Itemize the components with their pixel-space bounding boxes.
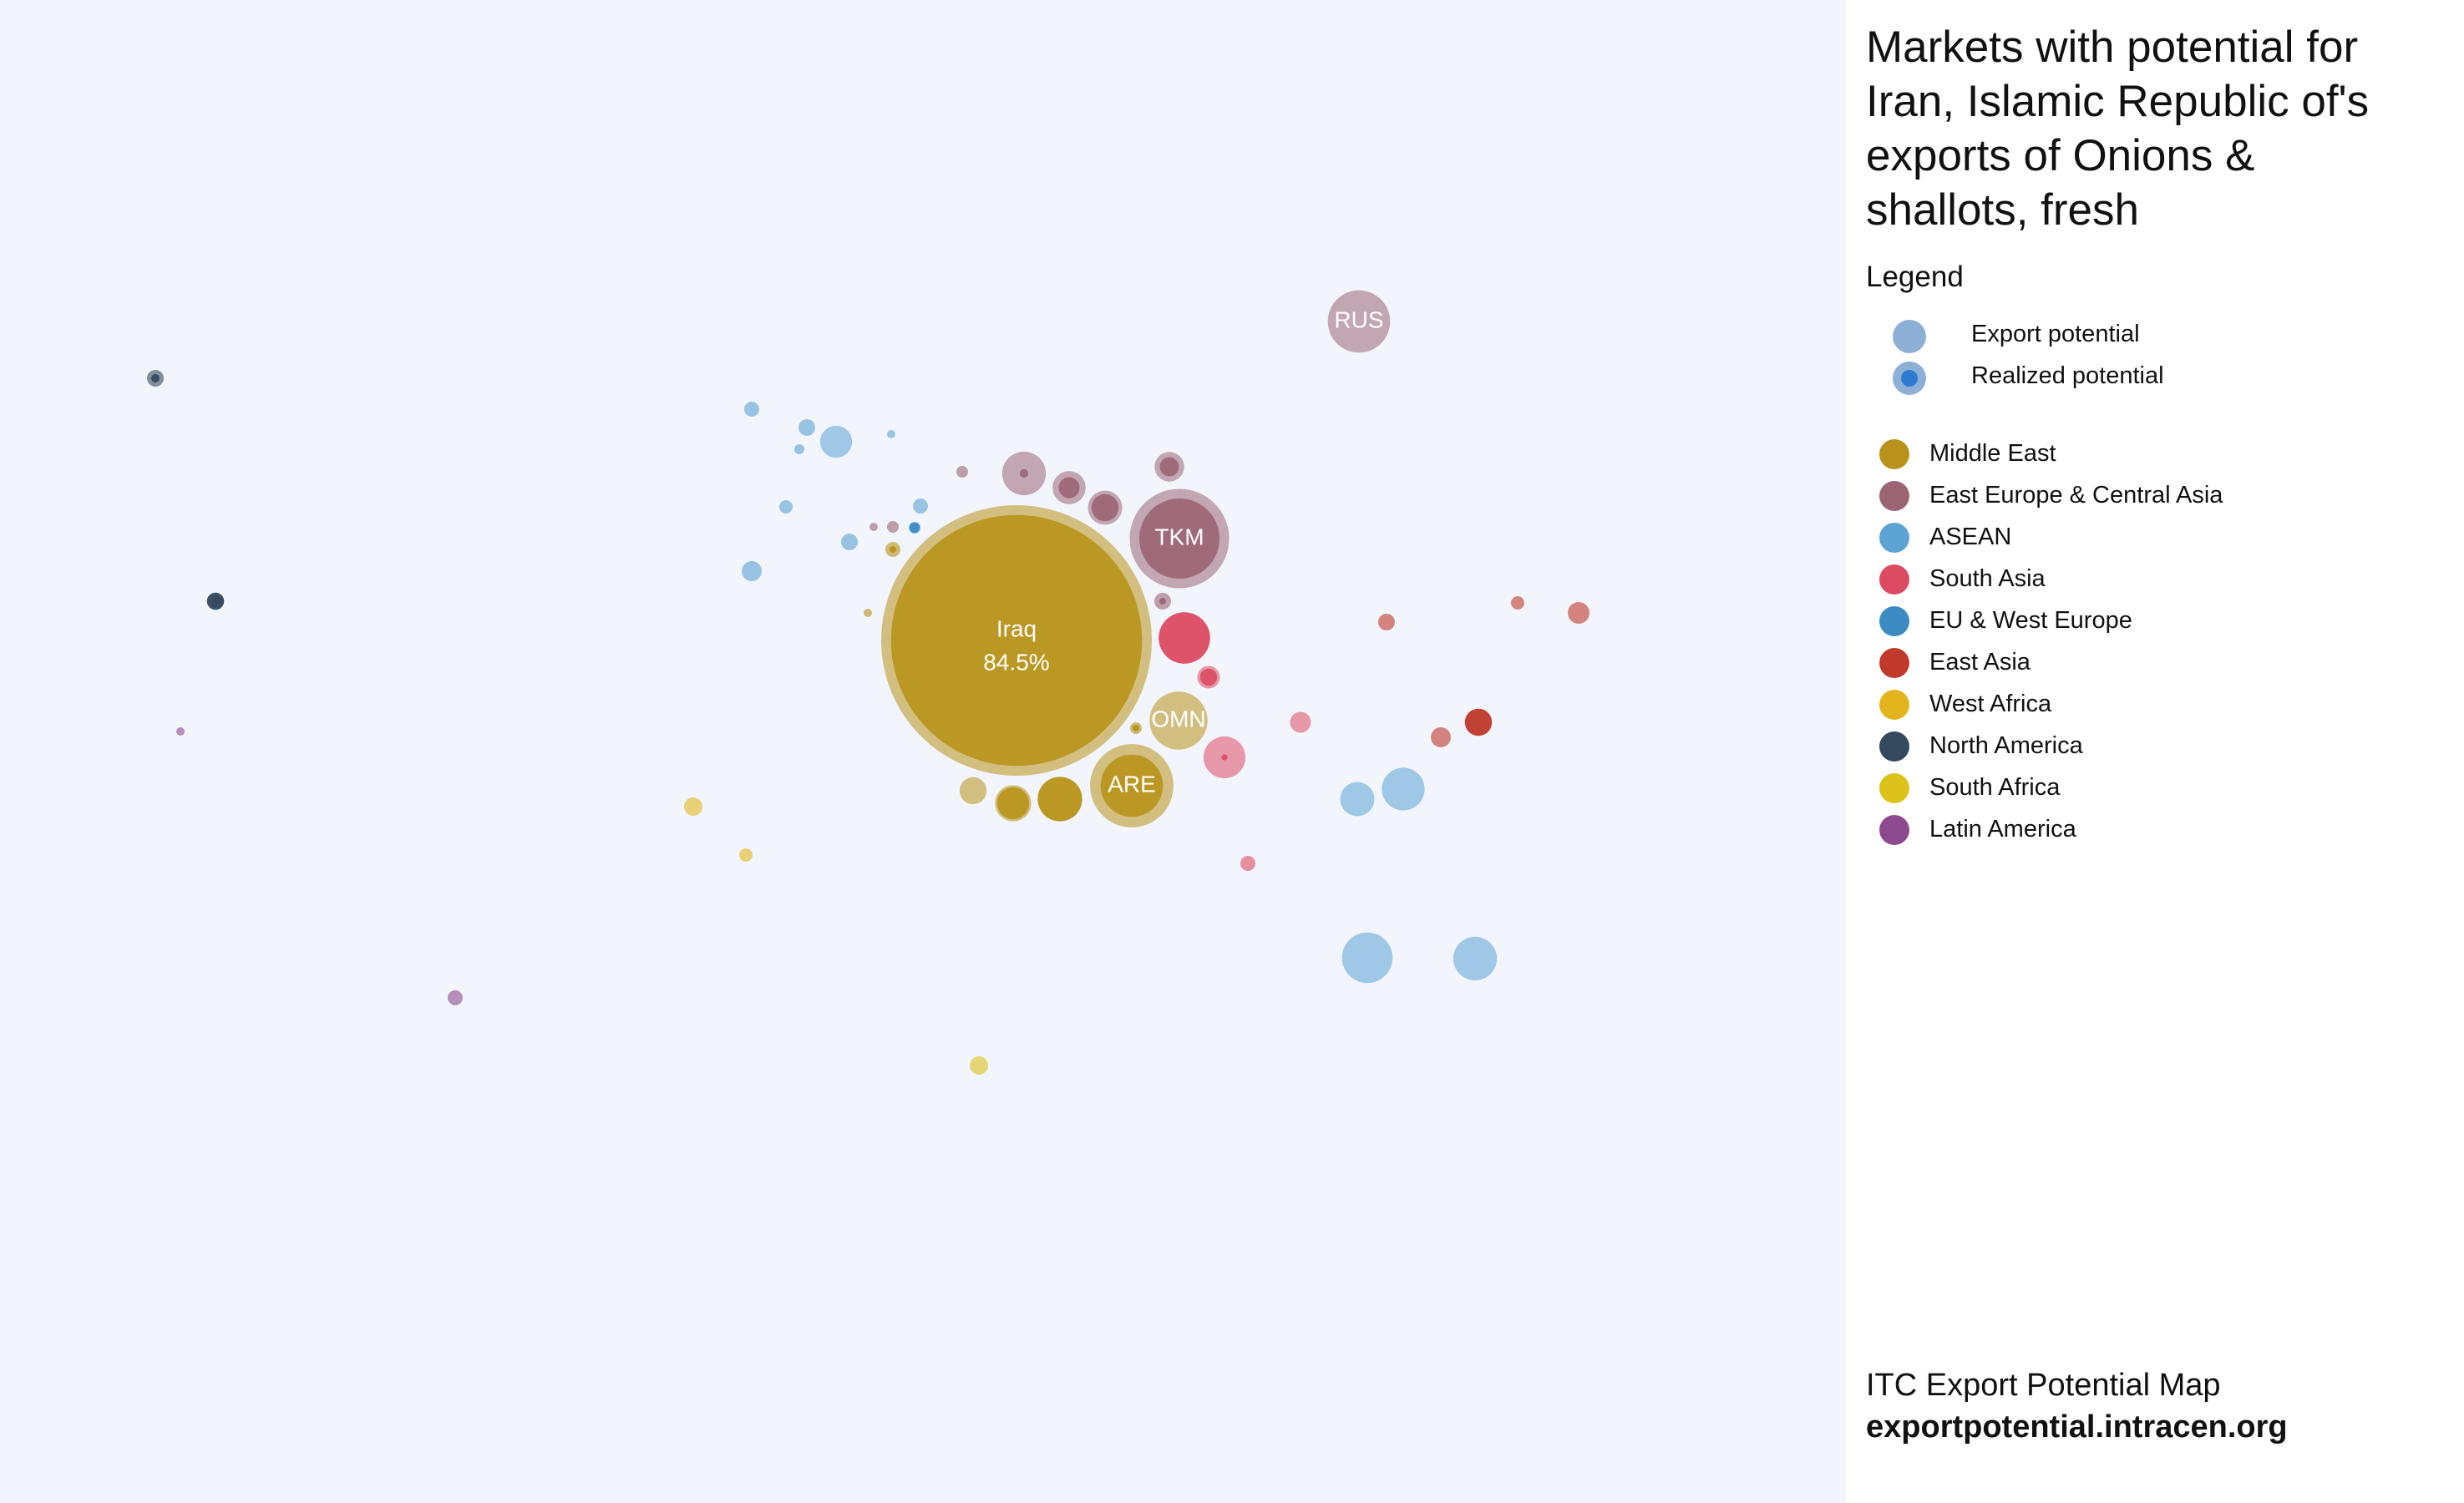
legend-region-label: North America [1929, 732, 2083, 759]
legend-region-swatch [1879, 773, 1909, 803]
legend-region-middle-east[interactable]: Middle East [1866, 429, 2417, 471]
legend-region-swatch [1879, 648, 1909, 678]
bubble-export-potential[interactable] [1511, 596, 1524, 610]
legend-region-south-africa[interactable]: South Africa [1866, 763, 2417, 805]
legend-region-label: South Asia [1929, 565, 2046, 592]
bubble-realized-potential[interactable] [1100, 754, 1164, 817]
bubble-export-potential[interactable] [956, 466, 968, 478]
bubble-export-potential[interactable] [779, 500, 793, 514]
bubble-export-potential[interactable] [819, 425, 853, 458]
legend-region-east-asia[interactable]: East Asia [1866, 638, 2417, 680]
legend-region-label: Latin America [1929, 816, 2076, 843]
bubble-export-potential[interactable] [799, 419, 815, 436]
bubble-export-potential[interactable] [1431, 727, 1451, 747]
legend-realized-potential-label: Realized potential [1971, 362, 2164, 389]
bubble-label: ARE [1108, 771, 1156, 797]
legend-region-swatch [1879, 439, 1909, 469]
bubble-export-potential[interactable] [1340, 782, 1375, 817]
bubble-export-potential[interactable] [841, 534, 858, 550]
bubble-label: OMN [1151, 706, 1205, 731]
bubble-export-potential[interactable] [742, 561, 762, 581]
bubble-export-potential[interactable] [1341, 932, 1393, 984]
bubble-realized-potential[interactable] [910, 523, 920, 533]
legend-region-swatch [1879, 564, 1909, 595]
legend-region-swatch [1879, 523, 1909, 553]
legend-region-swatch [1879, 815, 1909, 845]
bubble-realized-potential[interactable] [890, 514, 1143, 767]
legend-region-label: South Africa [1929, 774, 2061, 801]
bubble-export-potential[interactable] [864, 609, 872, 617]
legend-region-asean[interactable]: ASEAN [1866, 513, 2417, 554]
legend-region-swatch [1879, 481, 1909, 511]
legend-export-potential-label: Export potential [1971, 321, 2140, 347]
bubble-export-potential[interactable] [1382, 767, 1425, 811]
bubble-export-potential[interactable] [1453, 936, 1498, 981]
legend-realized-potential: Realized potential [1866, 357, 2417, 399]
bubble-realized-potential[interactable] [1464, 708, 1493, 736]
bubble-realized-potential[interactable] [1037, 777, 1082, 822]
realized-potential-icon [1893, 362, 1926, 395]
bubble-export-potential[interactable] [176, 727, 185, 736]
bubble-realized-potential[interactable] [1019, 468, 1029, 478]
chart-title: Markets with potential for Iran, Islamic… [1866, 23, 2370, 235]
legend-region-east-europe-central-asia[interactable]: East Europe & Central Asia [1866, 471, 2417, 513]
legend-region-label: ASEAN [1929, 524, 2012, 550]
legend-region-label: Middle East [1929, 440, 2056, 467]
bubble-realized-potential[interactable] [151, 374, 160, 382]
legend-region-label: West Africa [1929, 691, 2052, 717]
bubble-export-potential[interactable] [744, 402, 759, 417]
bubble-label: TKM [1154, 524, 1204, 549]
legend-region-swatch [1879, 690, 1909, 720]
legend-region-label: EU & West Europe [1929, 607, 2132, 634]
bubble-export-potential[interactable] [869, 523, 878, 531]
bubble-realized-potential[interactable] [1199, 668, 1218, 686]
bubble-label: RUS [1334, 306, 1383, 332]
bubble-export-potential[interactable] [1378, 614, 1395, 630]
bubble-realized-potential[interactable] [1091, 493, 1119, 522]
bubble-export-potential[interactable] [684, 797, 702, 816]
footer-source: ITC Export Potential Map [1866, 1368, 2221, 1403]
legend-region-label: East Europe & Central Asia [1929, 482, 2223, 509]
bubble-export-potential[interactable] [887, 521, 899, 533]
bubble-realized-potential[interactable] [1159, 457, 1179, 477]
bubble-chart-area: Iraq 84.5% TKM RUS OMN ARE [0, 0, 1846, 1503]
bubble-export-potential[interactable] [794, 444, 804, 454]
side-panel: Markets with potential for Iran, Islamic… [1846, 0, 2464, 1503]
bubble-export-potential[interactable] [1327, 290, 1391, 353]
bubble-realized-potential[interactable] [1159, 598, 1166, 605]
bubble-export-potential[interactable] [1240, 856, 1255, 871]
legend-region-west-africa[interactable]: West Africa [1866, 680, 2417, 721]
bubble-chart: Iraq 84.5% TKM RUS OMN ARE [147, 290, 1589, 1075]
legend-region-label: East Asia [1929, 649, 2031, 676]
bubble-realized-potential[interactable] [1058, 477, 1080, 498]
bubble-label: Iraq [996, 615, 1037, 641]
bubble-export-potential[interactable] [739, 848, 753, 862]
bubble-export-potential[interactable] [1568, 602, 1589, 624]
bubble-realized-potential[interactable] [890, 546, 896, 553]
bubble-export-potential[interactable] [1290, 711, 1311, 733]
bubble-realized-potential[interactable] [996, 787, 1030, 820]
bubble-realized-potential[interactable] [214, 598, 221, 605]
legend-region-eu-west-europe[interactable]: EU & West Europe [1866, 596, 2417, 638]
legend-region-north-america[interactable]: North America [1866, 721, 2417, 763]
legend-region-swatch [1879, 606, 1909, 636]
bubble-realized-potential[interactable] [1133, 725, 1139, 731]
bubble-export-potential[interactable] [448, 990, 463, 1005]
bubble-realized-potential[interactable] [1138, 498, 1220, 579]
bubble-export-potential[interactable] [913, 498, 928, 514]
bubble-export-potential[interactable] [887, 430, 895, 438]
legend-export-potential: Export potential [1866, 316, 2417, 357]
legend-region-swatch [1879, 731, 1909, 762]
bubble-sublabel: 84.5% [983, 649, 1049, 675]
bubble-export-potential[interactable] [970, 1056, 988, 1075]
bubble-realized-potential[interactable] [1221, 754, 1228, 761]
bubble-realized-potential[interactable] [1158, 612, 1210, 664]
legend-region-latin-america[interactable]: Latin America [1866, 805, 2417, 847]
legend-heading: Legend [1866, 261, 1964, 293]
legend-region-south-asia[interactable]: South Asia [1866, 554, 2417, 596]
footer-url[interactable]: exportpotential.intracen.org [1866, 1409, 2288, 1445]
bubble-export-potential[interactable] [959, 777, 987, 805]
bubble-export-potential[interactable] [1149, 691, 1208, 750]
